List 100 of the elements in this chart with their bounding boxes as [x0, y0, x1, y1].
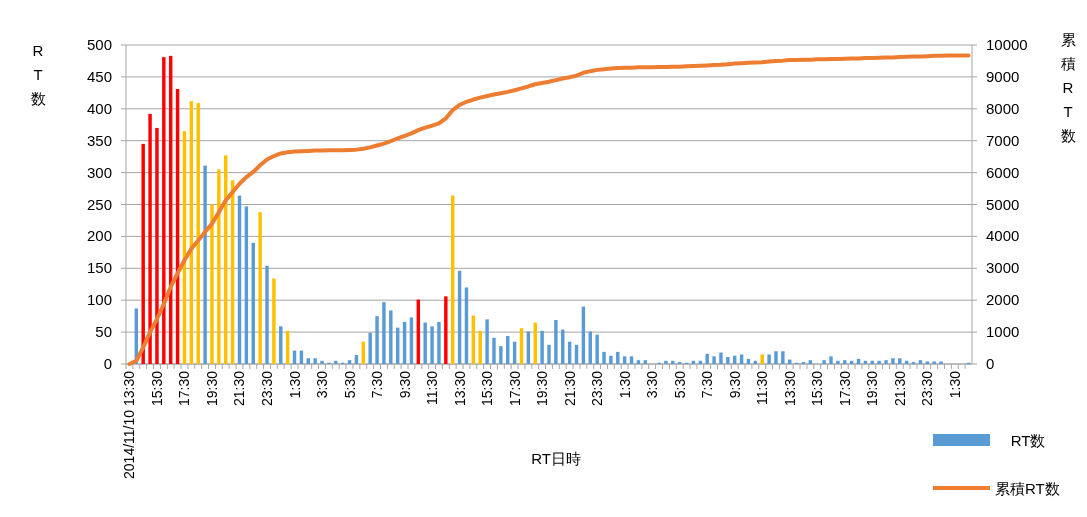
y-tick-label: 250 — [86, 195, 112, 213]
y-tick-label: 150 — [86, 259, 112, 277]
x-tick-label: 23:30 — [919, 370, 936, 407]
x-tick-label: 21:30 — [891, 370, 908, 407]
y-tick-label: 400 — [86, 99, 112, 117]
bar — [492, 337, 496, 364]
y2-tick-label: 7000 — [986, 131, 1020, 149]
x-tick-label: 17:30 — [176, 370, 193, 407]
bar — [554, 319, 558, 364]
bar — [389, 310, 393, 364]
x-tick-label: 21:30 — [231, 370, 248, 407]
bar — [925, 361, 930, 364]
bar — [258, 212, 262, 364]
x-tick-label: 7:30 — [699, 370, 716, 399]
bar — [368, 332, 372, 364]
bar — [313, 358, 317, 364]
y2-tick-label: 4000 — [986, 227, 1020, 245]
bar — [622, 356, 627, 364]
bar — [939, 361, 943, 364]
bar — [891, 358, 895, 364]
x-tick-label: 23:30 — [589, 370, 606, 407]
bar — [671, 360, 675, 364]
x-tick-label: 3:30 — [314, 370, 331, 399]
bar — [485, 319, 489, 364]
y-tick-label: 200 — [86, 227, 112, 245]
bar — [162, 57, 166, 364]
bar — [705, 353, 709, 364]
x-tick-label: 13:30 — [451, 370, 468, 407]
x-tick-label: 11:30 — [424, 370, 441, 405]
bar — [306, 358, 310, 364]
bar — [712, 356, 716, 364]
x-tick-label: 11:30 — [754, 370, 771, 405]
bar — [430, 326, 434, 364]
bar — [334, 360, 338, 364]
y2-tick-label: 8000 — [986, 99, 1020, 117]
bar — [347, 360, 352, 364]
bar — [739, 354, 744, 364]
x-tick-label: 7:30 — [369, 370, 386, 399]
bar — [375, 316, 379, 364]
x-tick-label: 15:30 — [148, 370, 165, 407]
x-tick-label: 13:30 — [781, 370, 798, 407]
bar — [148, 113, 152, 364]
bar — [898, 358, 902, 364]
y2-tick-label: 6000 — [986, 163, 1020, 181]
bar — [829, 356, 833, 364]
bar — [781, 351, 785, 364]
bar — [808, 360, 813, 364]
bar — [616, 351, 620, 364]
bar — [726, 356, 730, 364]
bar — [595, 334, 599, 364]
bar — [141, 143, 145, 364]
bar — [609, 355, 613, 364]
x-tick-label: 19:30 — [203, 370, 220, 407]
x-tick-label: 9:30 — [726, 370, 743, 399]
legend-label: RT数 — [1010, 432, 1046, 449]
x-tick-label: 1:30 — [946, 370, 963, 399]
bar — [822, 360, 826, 364]
x-tick-label: 19:30 — [534, 370, 551, 407]
y2-tick-label: 9000 — [986, 67, 1020, 85]
x-tick-label: 5:30 — [341, 370, 358, 399]
bar — [437, 321, 441, 364]
bar — [602, 351, 606, 364]
y-axis-title: RT数 — [30, 42, 46, 107]
y-tick-label: 500 — [86, 36, 112, 53]
bar — [664, 360, 668, 364]
y-tick-label: 450 — [86, 67, 112, 85]
bar — [918, 360, 923, 364]
bar — [843, 360, 847, 364]
bar — [719, 352, 723, 364]
y-tick-label: 350 — [86, 131, 112, 149]
bar — [155, 127, 159, 364]
x-tick-label: 19:30 — [864, 370, 881, 407]
y2-tick-label: 10000 — [986, 36, 1028, 53]
bar — [217, 169, 221, 364]
bar — [547, 344, 551, 364]
x-tick-label: 1:30 — [286, 370, 303, 399]
x-tick-label: 1:30 — [616, 370, 633, 399]
y-tick-label: 300 — [86, 163, 112, 181]
x-axis-title: RT日時 — [531, 450, 581, 467]
bar — [629, 356, 634, 364]
x-tick-label: 17:30 — [506, 370, 523, 407]
x-tick-label: 17:30 — [836, 370, 853, 407]
bar — [320, 360, 324, 364]
bar — [499, 346, 503, 364]
y-tick-label: 100 — [86, 291, 112, 309]
x-tick-label: 5:30 — [671, 370, 688, 399]
bar — [540, 330, 544, 364]
bar — [760, 354, 764, 364]
y2-tick-label: 0 — [986, 355, 995, 372]
bar — [877, 360, 881, 364]
bar — [636, 360, 641, 364]
bar — [836, 360, 840, 364]
y2-tick-label: 1000 — [986, 323, 1020, 341]
bar — [932, 361, 936, 364]
bar — [423, 322, 427, 364]
y2-tick-label: 3000 — [986, 259, 1020, 277]
y-tick-label: 50 — [95, 323, 112, 341]
bar — [643, 360, 648, 364]
bar — [444, 296, 448, 364]
bar — [774, 351, 778, 364]
